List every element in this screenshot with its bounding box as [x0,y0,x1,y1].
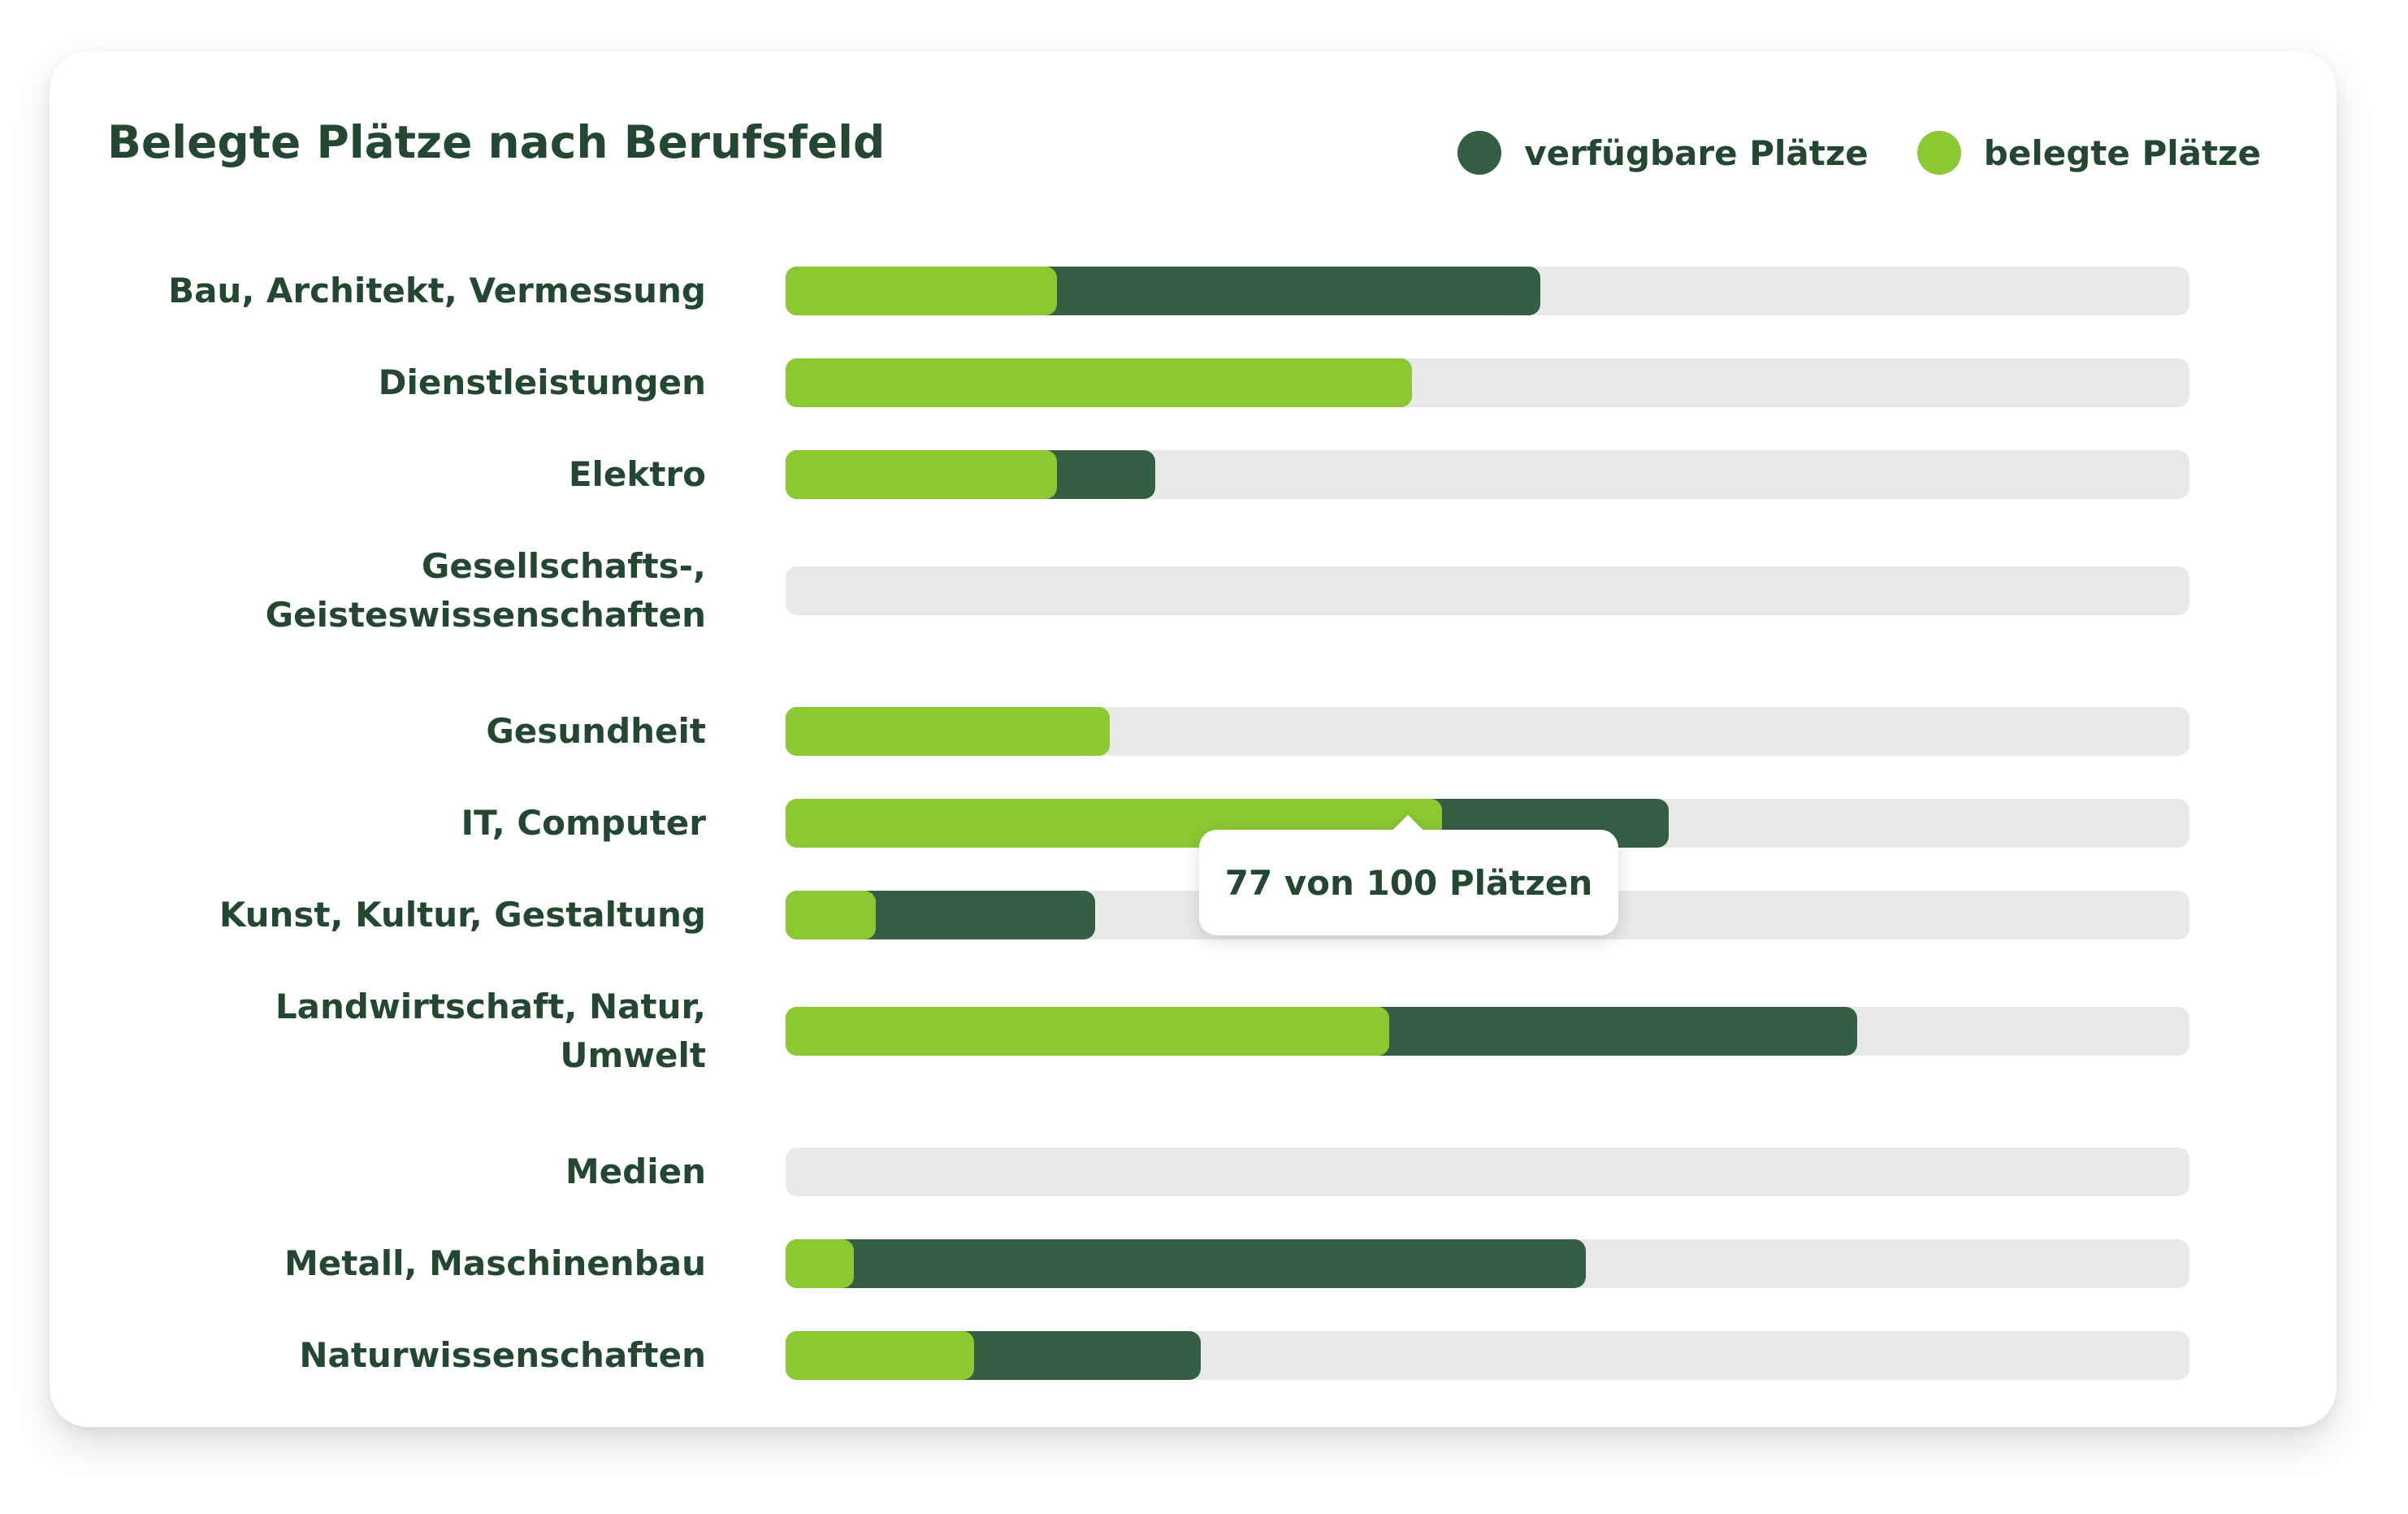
row-label: Naturwissenschaften [299,1335,706,1375]
row-label: Gesellschafts-, Geisteswissenschaften [265,546,706,635]
legend-label-available: verfügbare Plätze [1524,132,1869,173]
bar-track [786,1147,2189,1196]
legend-item-occupied[interactable]: belegte Plätze [1916,131,2261,175]
bar-occupied[interactable] [786,1331,975,1380]
bar-occupied[interactable] [786,358,1413,407]
legend: verfügbare Plätze belegte Plätze [1409,120,2261,185]
row-label: Kunst, Kultur, Gestaltung [219,895,706,935]
chart-card: Belegte Plätze nach Berufsfeld verfügbar… [50,51,2337,1427]
bar-track [786,566,2189,615]
row-label: Elektro [568,454,706,494]
legend-item-available[interactable]: verfügbare Plätze [1457,131,1869,175]
row-label: Metall, Maschinenbau [284,1243,706,1283]
bar-tooltip: 77 von 100 Plätzen [1199,814,1618,935]
chart-title: Belegte Plätze nach Berufsfeld [107,116,886,168]
row-label: Bau, Architekt, Vermessung [168,271,706,310]
legend-label-occupied: belegte Plätze [1983,132,2261,173]
bar-occupied[interactable] [786,450,1058,499]
row-label: Dienstleistungen [378,362,706,402]
bar-occupied[interactable] [786,891,877,939]
row-label: Gesundheit [486,711,706,751]
bar-occupied[interactable] [786,1007,1390,1056]
legend-dot-available-icon [1457,131,1502,175]
bar-occupied[interactable] [786,1239,854,1288]
row-label: IT, Computer [461,803,706,843]
tooltip-text: 77 von 100 Plätzen [1224,862,1593,903]
row-label: Medien [565,1152,706,1191]
row-label: Landwirtschaft, Natur, Umwelt [275,987,706,1075]
bar-rows: Bau, Architekt, Vermessung Dienstleistung… [50,51,2337,1427]
bar-available[interactable] [786,1239,1586,1288]
bar-occupied[interactable] [786,707,1111,756]
legend-dot-occupied-icon [1916,131,1961,175]
bar-occupied[interactable] [786,267,1058,315]
